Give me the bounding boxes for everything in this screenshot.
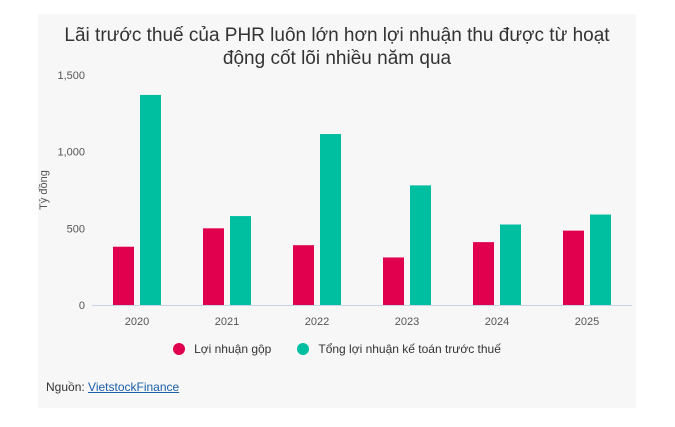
x-axis-ticks: 2020 2021 2022 2023 2024 2025 xyxy=(125,316,599,328)
bar-pretax-profit-2024[interactable] xyxy=(500,224,521,306)
bar-gross-profit-2020[interactable] xyxy=(113,246,134,305)
y-tick-label: 1,500 xyxy=(57,70,85,82)
bar-gross-profit-2021[interactable] xyxy=(203,228,224,305)
x-tick-label-2021: 2021 xyxy=(215,316,239,328)
source-note: Nguồn: VietstockFinance xyxy=(46,380,179,394)
legend-dot-gross-profit xyxy=(173,343,186,355)
source-label: Nguồn: xyxy=(46,380,85,394)
bar-pretax-profit-2025[interactable] xyxy=(590,214,611,305)
source-link[interactable]: VietstockFinance xyxy=(88,380,180,394)
chart-title: Lãi trước thuế của PHR luôn lớn hơn lợi … xyxy=(38,24,636,70)
y-tick-label: 0 xyxy=(79,300,85,312)
x-tick-label-2020: 2020 xyxy=(125,316,149,328)
legend-item-pretax-profit[interactable]: Tổng lợi nhuận kế toán trước thuế xyxy=(297,342,501,356)
bar-pretax-profit-2020[interactable] xyxy=(140,94,161,305)
x-tick-label-2024: 2024 xyxy=(485,316,509,328)
y-tick-label: 1,000 xyxy=(57,147,85,159)
chart-title-line-1: Lãi trước thuế của PHR luôn lớn hơn lợi … xyxy=(64,25,610,46)
chart-title-line-2: động cốt lõi nhiều năm qua xyxy=(222,48,452,69)
bars xyxy=(113,94,611,306)
x-tick-label-2023: 2023 xyxy=(395,316,419,328)
bar-pretax-profit-2021[interactable] xyxy=(230,216,251,305)
legend: Lợi nhuận gộp Tổng lợi nhuận kế toán trư… xyxy=(38,342,636,356)
bar-pretax-profit-2022[interactable] xyxy=(320,134,341,305)
x-tick-label-2025: 2025 xyxy=(575,316,599,328)
y-axis-ticks: 0 500 1,000 1,500 xyxy=(57,70,85,312)
bar-gross-profit-2023[interactable] xyxy=(383,257,404,305)
legend-label-pretax-profit: Tổng lợi nhuận kế toán trước thuế xyxy=(318,342,501,356)
legend-item-gross-profit[interactable]: Lợi nhuận gộp xyxy=(173,342,271,356)
x-tick-label-2022: 2022 xyxy=(305,316,329,328)
y-axis-title: Tỷ đồng xyxy=(38,170,50,210)
bar-pretax-profit-2023[interactable] xyxy=(410,185,431,305)
bar-gross-profit-2025[interactable] xyxy=(563,230,584,305)
y-tick-label: 500 xyxy=(67,223,85,235)
bar-gross-profit-2022[interactable] xyxy=(293,245,314,305)
legend-label-gross-profit: Lợi nhuận gộp xyxy=(194,342,272,356)
legend-dot-pretax-profit xyxy=(297,343,310,355)
bar-gross-profit-2024[interactable] xyxy=(473,242,494,305)
